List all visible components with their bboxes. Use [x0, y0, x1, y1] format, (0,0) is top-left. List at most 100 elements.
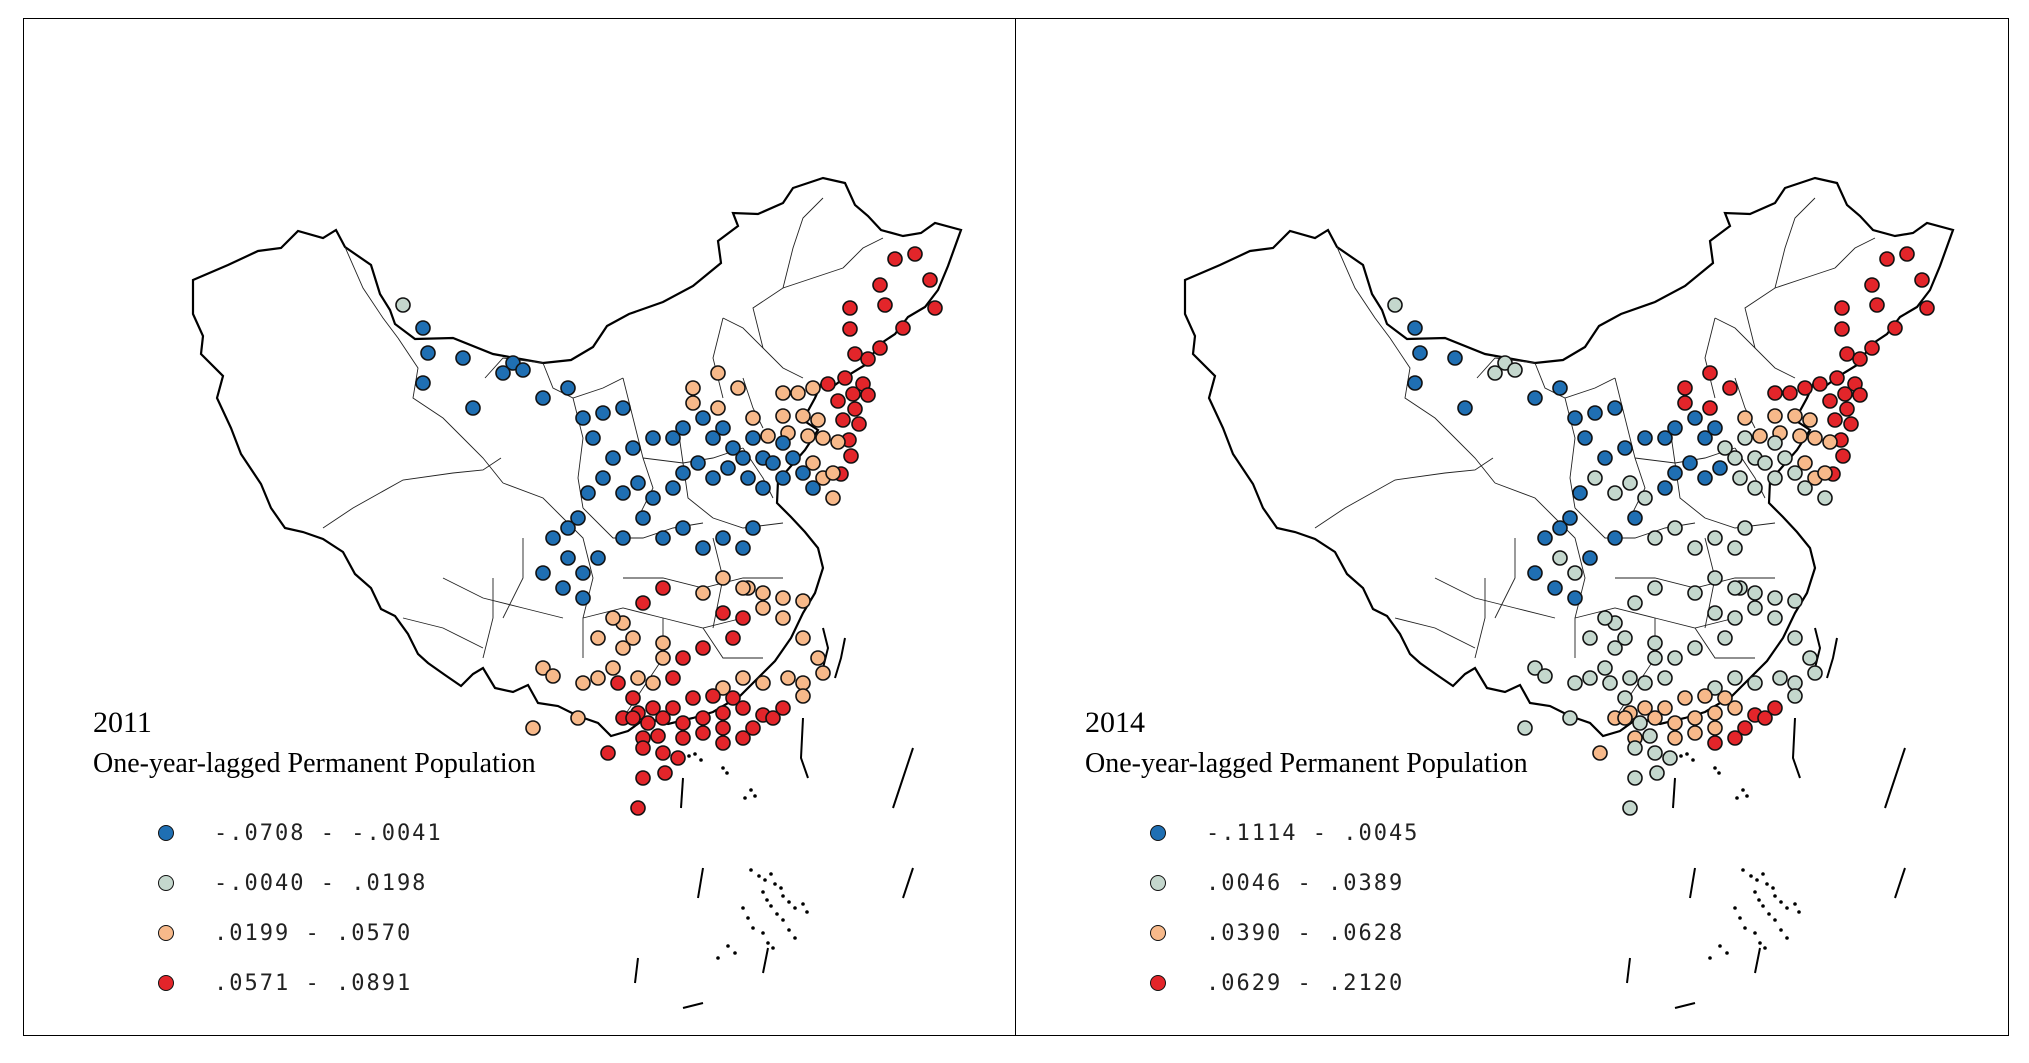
city-point — [755, 585, 771, 601]
island-dot — [1755, 878, 1759, 882]
city-point — [1687, 540, 1703, 556]
island-dot — [1763, 946, 1767, 950]
city-point — [1412, 345, 1428, 361]
city-point — [560, 520, 576, 536]
city-point — [590, 670, 606, 686]
province-border — [442, 577, 564, 619]
city-point — [535, 390, 551, 406]
city-point — [735, 670, 751, 686]
city-point — [1797, 480, 1813, 496]
city-point — [1787, 593, 1803, 609]
island-dot — [725, 771, 729, 775]
map-panel-2014: 2014 One-year-lagged Permanent Populatio… — [1015, 18, 2007, 1036]
province-border — [677, 427, 714, 519]
island-dot — [1743, 926, 1747, 930]
city-point — [645, 675, 661, 691]
city-point — [837, 370, 853, 386]
city-point — [1767, 435, 1783, 451]
city-point — [1687, 710, 1703, 726]
city-point — [780, 670, 796, 686]
city-point — [1837, 386, 1853, 402]
island-dot — [1797, 910, 1801, 914]
city-point — [1667, 715, 1683, 731]
city-point — [1637, 700, 1653, 716]
city-point — [655, 530, 671, 546]
legend-title: One-year-lagged Permanent Population — [93, 748, 536, 779]
city-point — [795, 465, 811, 481]
island-line — [1826, 637, 1838, 679]
city-point — [560, 380, 576, 396]
city-point — [775, 590, 791, 606]
city-point — [1717, 630, 1733, 646]
city-point — [675, 465, 691, 481]
city-point — [1607, 530, 1623, 546]
city-point — [630, 475, 646, 491]
city-point — [1649, 765, 1665, 781]
province-border — [1394, 617, 1476, 649]
city-point — [800, 428, 816, 444]
island-dot — [746, 916, 750, 920]
city-point — [810, 412, 826, 428]
city-point — [907, 246, 923, 262]
legend-label: -.0708 - -.0041 — [214, 820, 443, 846]
city-point — [1757, 710, 1773, 726]
figure-frame — [23, 18, 2009, 1036]
city-point — [1702, 365, 1718, 381]
city-point — [1787, 675, 1803, 691]
city-point — [1582, 550, 1598, 566]
city-point — [1617, 440, 1633, 456]
city-point — [1727, 450, 1743, 466]
island-dot — [769, 872, 773, 876]
city-point — [655, 650, 671, 666]
island-dot — [1793, 902, 1797, 906]
city-point — [535, 565, 551, 581]
city-point — [1777, 450, 1793, 466]
city-point — [927, 300, 943, 316]
city-point — [1717, 690, 1733, 706]
city-point — [590, 630, 606, 646]
island-dot — [1685, 752, 1689, 756]
city-point — [825, 465, 841, 481]
city-point — [655, 710, 671, 726]
city-point — [685, 395, 701, 411]
city-point — [1647, 530, 1663, 546]
city-point — [795, 675, 811, 691]
city-point — [842, 321, 858, 337]
island-dot — [699, 758, 703, 762]
city-point — [847, 401, 863, 417]
island-dot — [1708, 956, 1712, 960]
city-point — [1667, 420, 1683, 436]
legend-label: .0199 - .0570 — [214, 920, 413, 946]
city-point — [715, 570, 731, 586]
city-point — [1657, 430, 1673, 446]
island-dot — [1745, 794, 1749, 798]
city-point — [1667, 730, 1683, 746]
city-point — [805, 455, 821, 471]
island-dot — [1691, 758, 1695, 762]
legend-title: One-year-lagged Permanent Population — [1085, 748, 1528, 779]
city-point — [1807, 665, 1823, 681]
island-dot — [721, 766, 725, 770]
city-point — [665, 700, 681, 716]
island-dot — [1735, 796, 1739, 800]
island-dot — [1713, 766, 1717, 770]
city-point — [615, 400, 631, 416]
island-dot — [761, 931, 765, 935]
city-point — [1737, 430, 1753, 446]
city-point — [1687, 640, 1703, 656]
city-point — [735, 450, 751, 466]
city-point — [1757, 455, 1773, 471]
island-line — [1674, 1002, 1696, 1009]
island-dot — [766, 941, 770, 945]
city-point — [1797, 380, 1813, 396]
legend: -.1114 - .0045 .0046 - .0389 .0390 - .06… — [1150, 808, 1419, 1008]
city-point — [1839, 401, 1855, 417]
city-point — [615, 530, 631, 546]
province-border — [1434, 577, 1556, 619]
city-point — [1587, 405, 1603, 421]
city-point — [1717, 440, 1733, 456]
island-dot — [1679, 754, 1683, 758]
province-border — [782, 197, 824, 289]
city-point — [1787, 630, 1803, 646]
island-dot — [781, 894, 785, 898]
